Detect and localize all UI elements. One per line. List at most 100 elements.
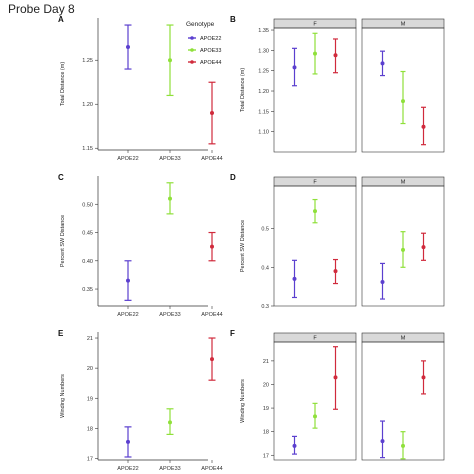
data-point (313, 51, 317, 56)
y-axis-label: Total Distance (m) (60, 62, 66, 106)
panel-letter: D (230, 173, 236, 182)
y-tick-label: 0.45 (82, 231, 93, 237)
x-tick-label: APOE44 (201, 312, 222, 318)
panel-d: D Percent SW Distance 0.3 0.4 0.5 F M (230, 173, 445, 310)
y-tick-label: 1.15 (258, 109, 269, 115)
y-tick-label: 0.35 (82, 287, 93, 293)
data-point (401, 99, 405, 104)
y-axis-label: Winding Numbers (240, 379, 246, 423)
legend-title: Genotype (186, 21, 215, 28)
data-point (168, 196, 172, 201)
panel-letter: E (58, 329, 64, 338)
facet-label: F (313, 336, 317, 342)
x-tick-label: APOE44 (201, 466, 222, 472)
data-point (421, 245, 426, 250)
panel-letter: A (58, 15, 64, 24)
data-point (126, 439, 130, 444)
data-point (210, 357, 214, 362)
data-point (292, 276, 297, 281)
y-tick-label: 1.30 (258, 48, 269, 54)
panel-c: C Percent SW Distance 0.35 0.40 0.45 0.50 APOE… (58, 173, 223, 318)
y-tick-label: 21 (87, 336, 93, 342)
panel-e: E Winding Numbers 17 18 19 20 21 APOE22 APOE33 AP… (58, 329, 223, 472)
x-tick-label: APOE33 (159, 466, 180, 472)
x-tick-label: APOE33 (159, 312, 180, 318)
panel-b: B Total Distance (m) 1.10 1.15 1.20 1.25 1.30 1… (230, 15, 445, 153)
y-tick-label: 1.35 (258, 28, 269, 34)
data-point (380, 439, 385, 444)
y-tick-label: 0.40 (82, 259, 93, 265)
y-tick-label: 18 (263, 430, 269, 436)
facet-panel (361, 185, 445, 307)
x-tick-label: APOE33 (159, 156, 180, 162)
panel-f: F Winding Numbers 17 18 19 20 21 F M (230, 329, 445, 461)
facet-label: M (401, 336, 406, 342)
y-axis-label: Percent SW Distance (60, 215, 66, 267)
y-tick-label: 0.5 (261, 227, 269, 233)
y-axis-label: Total Distance (m) (240, 68, 246, 112)
facet-label: F (313, 22, 317, 28)
legend-label: APOE44 (200, 60, 221, 66)
data-point (380, 280, 385, 284)
y-tick-label: 20 (263, 382, 269, 388)
legend: Genotype APOE22 APOE33 APOE44 (186, 21, 221, 66)
facet-label: M (401, 180, 406, 186)
panel-a: A Total Distance (m) 1.15 1.20 1.25 APOE22 APO… (58, 15, 223, 162)
x-tick-label: APOE44 (201, 156, 222, 162)
data-point (126, 278, 130, 283)
figure-title: Probe Day 8 (8, 2, 75, 16)
facet-label: F (313, 180, 317, 186)
facet-panel (273, 185, 357, 307)
y-tick-label: 1.15 (82, 146, 93, 152)
y-tick-label: 1.10 (258, 130, 269, 136)
data-point (380, 61, 385, 66)
y-tick-label: 1.20 (258, 89, 269, 95)
legend-swatch-point (190, 60, 194, 64)
data-point (421, 375, 426, 380)
data-point (421, 124, 426, 129)
data-point (168, 420, 172, 425)
data-point (401, 247, 405, 252)
data-point (313, 414, 317, 419)
x-tick-label: APOE22 (117, 156, 138, 162)
y-tick-label: 20 (87, 366, 93, 372)
legend-label: APOE33 (200, 48, 221, 54)
data-point (292, 443, 297, 448)
facet-panel (273, 341, 357, 461)
panel-letter: C (58, 173, 64, 182)
y-axis-label: Percent SW Distance (240, 220, 246, 272)
y-tick-label: 0.3 (261, 304, 269, 310)
data-point (292, 65, 297, 70)
y-tick-label: 21 (263, 359, 269, 365)
facet-panel (361, 341, 445, 461)
y-tick-label: 18 (87, 426, 93, 432)
data-point (126, 45, 130, 50)
data-point (401, 443, 405, 448)
x-tick-label: APOE22 (117, 466, 138, 472)
y-tick-label: 19 (87, 396, 93, 402)
legend-swatch-point (190, 48, 194, 52)
y-tick-label: 1.25 (258, 69, 269, 75)
y-tick-label: 1.25 (82, 58, 93, 64)
y-tick-label: 0.4 (261, 265, 269, 271)
y-axis-label: Winding Numbers (60, 374, 66, 418)
y-tick-label: 17 (263, 453, 269, 459)
data-point (333, 375, 338, 380)
panel-letter: F (230, 329, 235, 338)
data-point (210, 111, 214, 116)
data-point (168, 58, 172, 63)
legend-label: APOE22 (200, 36, 221, 42)
panel-letter: B (230, 15, 236, 24)
facet-panel (273, 27, 357, 153)
y-tick-label: 17 (87, 456, 93, 462)
facet-panel (361, 27, 445, 153)
x-tick-label: APOE22 (117, 312, 138, 318)
y-tick-label: 19 (263, 406, 269, 412)
y-tick-label: 1.20 (82, 102, 93, 108)
y-tick-label: 0.50 (82, 202, 93, 208)
data-point (333, 53, 338, 58)
data-point (210, 244, 214, 249)
facet-label: M (401, 22, 406, 28)
data-point (333, 269, 338, 274)
